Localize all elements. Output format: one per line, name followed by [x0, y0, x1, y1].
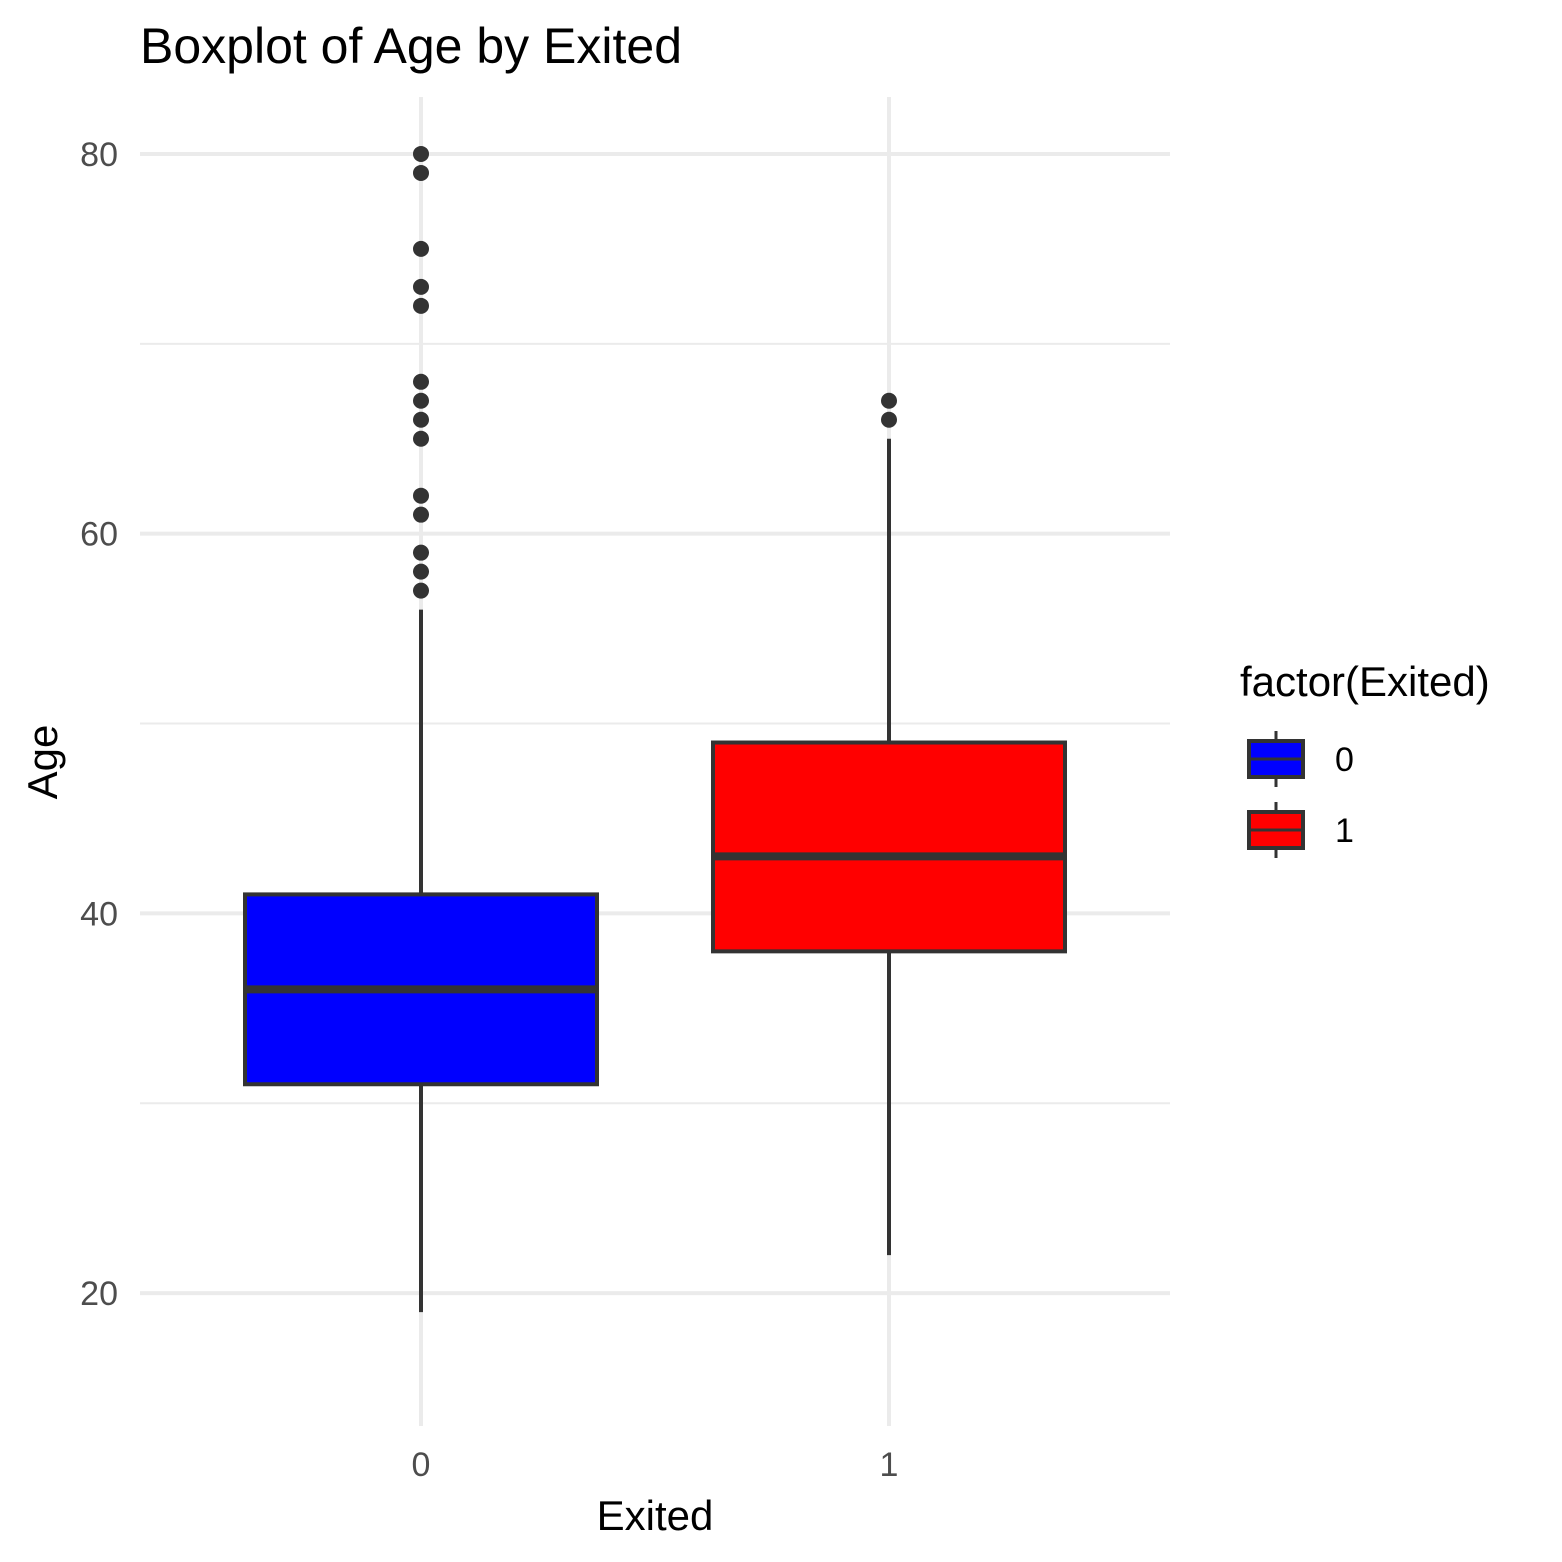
y-tick-label: 20 — [80, 1275, 118, 1313]
outlier-point — [413, 373, 429, 390]
legend-label: 0 — [1335, 741, 1354, 779]
outlier-point — [413, 430, 429, 447]
outlier-point — [881, 411, 897, 428]
outlier-point — [413, 278, 429, 295]
outlier-point — [413, 297, 429, 314]
outlier-point — [413, 411, 429, 428]
outlier-point — [413, 392, 429, 409]
x-axis-title: Exited — [597, 1492, 714, 1539]
box-group-1 — [711, 392, 1067, 1256]
legend-title: factor(Exited) — [1240, 658, 1490, 705]
legend-items: 01 — [1247, 731, 1354, 858]
y-tick-label: 40 — [80, 895, 118, 933]
iqr-box — [711, 740, 1067, 954]
x-tick-label: 0 — [412, 1446, 431, 1484]
outlier-point — [413, 240, 429, 257]
y-axis-title: Age — [19, 725, 66, 800]
chart-title: Boxplot of Age by Exited — [140, 18, 682, 74]
outlier-point — [413, 164, 429, 181]
outlier-point — [413, 544, 429, 561]
x-tick-label: 1 — [880, 1446, 899, 1484]
y-axis-ticks: 20 40 60 80 — [80, 136, 118, 1313]
legend-item-1: 1 — [1247, 802, 1354, 858]
outlier-point — [881, 392, 897, 409]
outlier-point — [413, 506, 429, 523]
legend-item-0: 0 — [1247, 731, 1354, 787]
grid-minor-lines — [140, 342, 1170, 1105]
y-tick-label: 60 — [80, 516, 118, 554]
box-group-0 — [243, 145, 599, 1313]
outlier-point — [413, 145, 429, 162]
outlier-point — [413, 563, 429, 580]
outlier-point — [413, 487, 429, 504]
box-series — [243, 145, 1067, 1313]
legend: factor(Exited) 01 — [1240, 658, 1490, 858]
outlier-point — [413, 582, 429, 599]
legend-label: 1 — [1335, 812, 1354, 850]
y-tick-label: 80 — [80, 136, 118, 174]
